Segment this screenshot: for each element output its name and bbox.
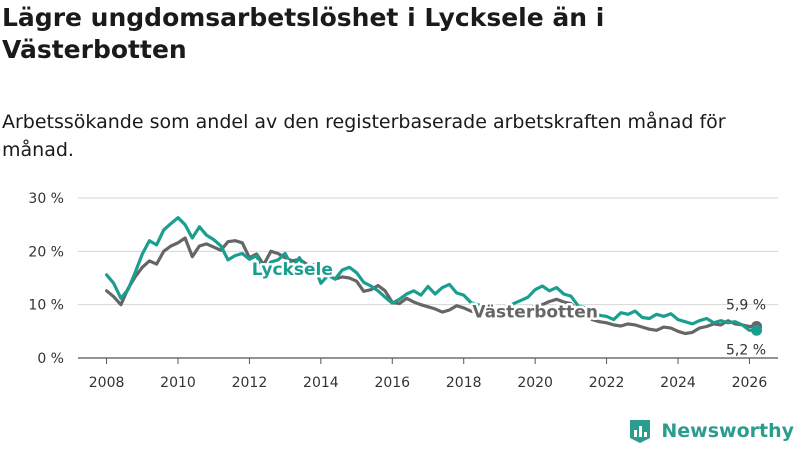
chart-title: Lägre ungdomsarbetslöshet i Lycksele än … <box>2 3 605 64</box>
end-value-lycksele: 5,2 % <box>726 342 766 358</box>
y-tick-label: 30 % <box>28 191 64 207</box>
end-value-vasterbotten: 5,9 % <box>726 297 766 313</box>
x-tick-label: 2014 <box>303 375 339 391</box>
x-axis: 2008 2010 2012 2014 2016 2018 2020 2022 2024 2026 <box>89 358 768 391</box>
y-tick-label: 20 % <box>28 244 64 260</box>
x-tick-label: 2022 <box>589 375 625 391</box>
newsworthy-icon <box>630 420 651 443</box>
x-tick-label: 2018 <box>446 375 482 391</box>
series-label-lycksele: Lycksele <box>252 260 333 280</box>
series-endpoint-lycksele <box>751 324 763 336</box>
series-label-vsterbotten: Västerbotten <box>472 302 598 322</box>
brand-logo: Newsworthy <box>627 418 794 444</box>
x-tick-label: 2024 <box>660 375 696 391</box>
x-tick-label: 2026 <box>732 375 768 391</box>
x-tick-label: 2020 <box>517 375 553 391</box>
series-lines <box>104 216 763 336</box>
y-axis: 0 % 10 % 20 % 30 % <box>28 191 64 367</box>
x-tick-label: 2010 <box>160 375 196 391</box>
x-tick-label: 2008 <box>89 375 125 391</box>
series-line-lycksele <box>104 216 759 332</box>
x-tick-label: 2012 <box>232 375 268 391</box>
brand-name: Newsworthy <box>661 420 794 442</box>
chart-subtitle: Arbetssökande som andel av den registerb… <box>2 111 726 161</box>
series-labels: Lycksele Västerbotten 5,9 % 5,2 % <box>249 257 766 358</box>
y-tick-label: 0 % <box>37 351 64 367</box>
y-tick-label: 10 % <box>28 298 64 314</box>
series-line-vsterbotten <box>104 236 759 336</box>
x-tick-label: 2016 <box>374 375 410 391</box>
